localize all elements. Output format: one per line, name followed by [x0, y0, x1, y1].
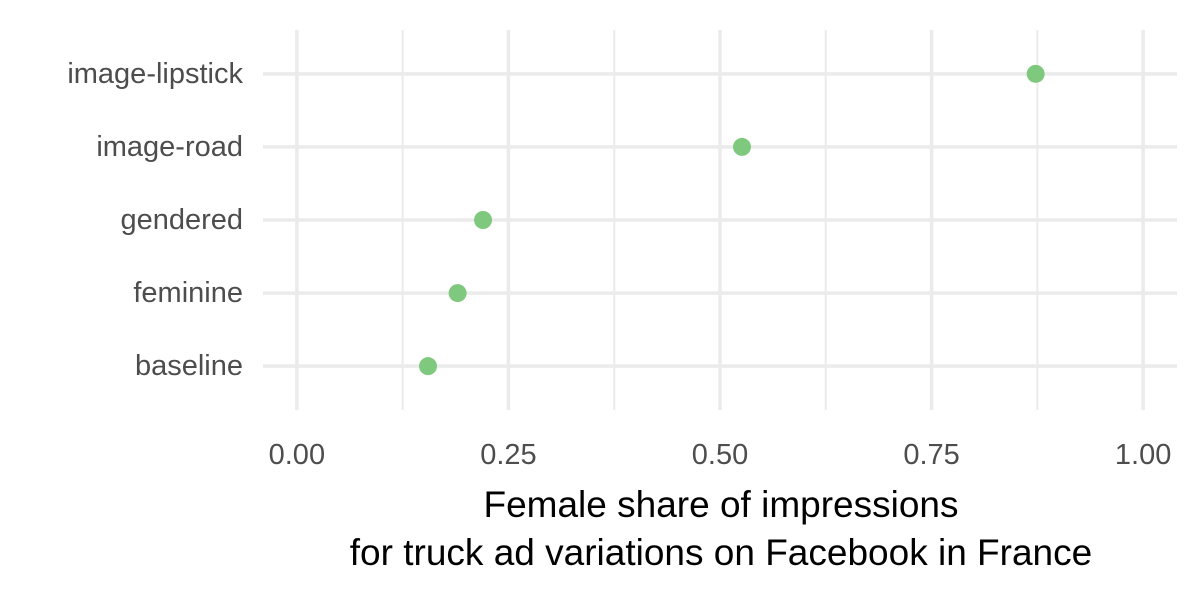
y-tick-label-image-lipstick: image-lipstick [67, 58, 243, 90]
data-point-image-road [733, 137, 752, 156]
major-gridlines-y [263, 72, 1177, 368]
data-points [419, 64, 1045, 376]
data-point-baseline [419, 357, 438, 376]
x-tick-label: 1.00 [1115, 439, 1171, 471]
x-tick-label: 0.50 [692, 439, 748, 471]
y-tick-label-gendered: gendered [120, 204, 243, 236]
data-point-feminine [448, 284, 467, 303]
x-tick-label: 0.00 [269, 439, 325, 471]
data-point-gendered [474, 211, 493, 229]
x-tick-label: 0.75 [903, 439, 959, 471]
data-point-image-lipstick [1026, 64, 1045, 83]
y-tick-label-baseline: baseline [135, 350, 243, 382]
x-axis-title-line-1: Female share of impressions [483, 484, 958, 525]
y-axis-tick-labels: baseline feminine gendered image-road image-… [67, 58, 243, 382]
x-axis-tick-labels: 0.00 0.25 0.50 0.75 1.00 [269, 439, 1172, 471]
x-tick-label: 0.25 [480, 439, 536, 471]
y-tick-label-image-road: image-road [96, 131, 243, 163]
x-axis-title-line-2: for truck ad variations on Facebook in F… [350, 532, 1092, 573]
y-tick-label-feminine: feminine [133, 277, 243, 309]
